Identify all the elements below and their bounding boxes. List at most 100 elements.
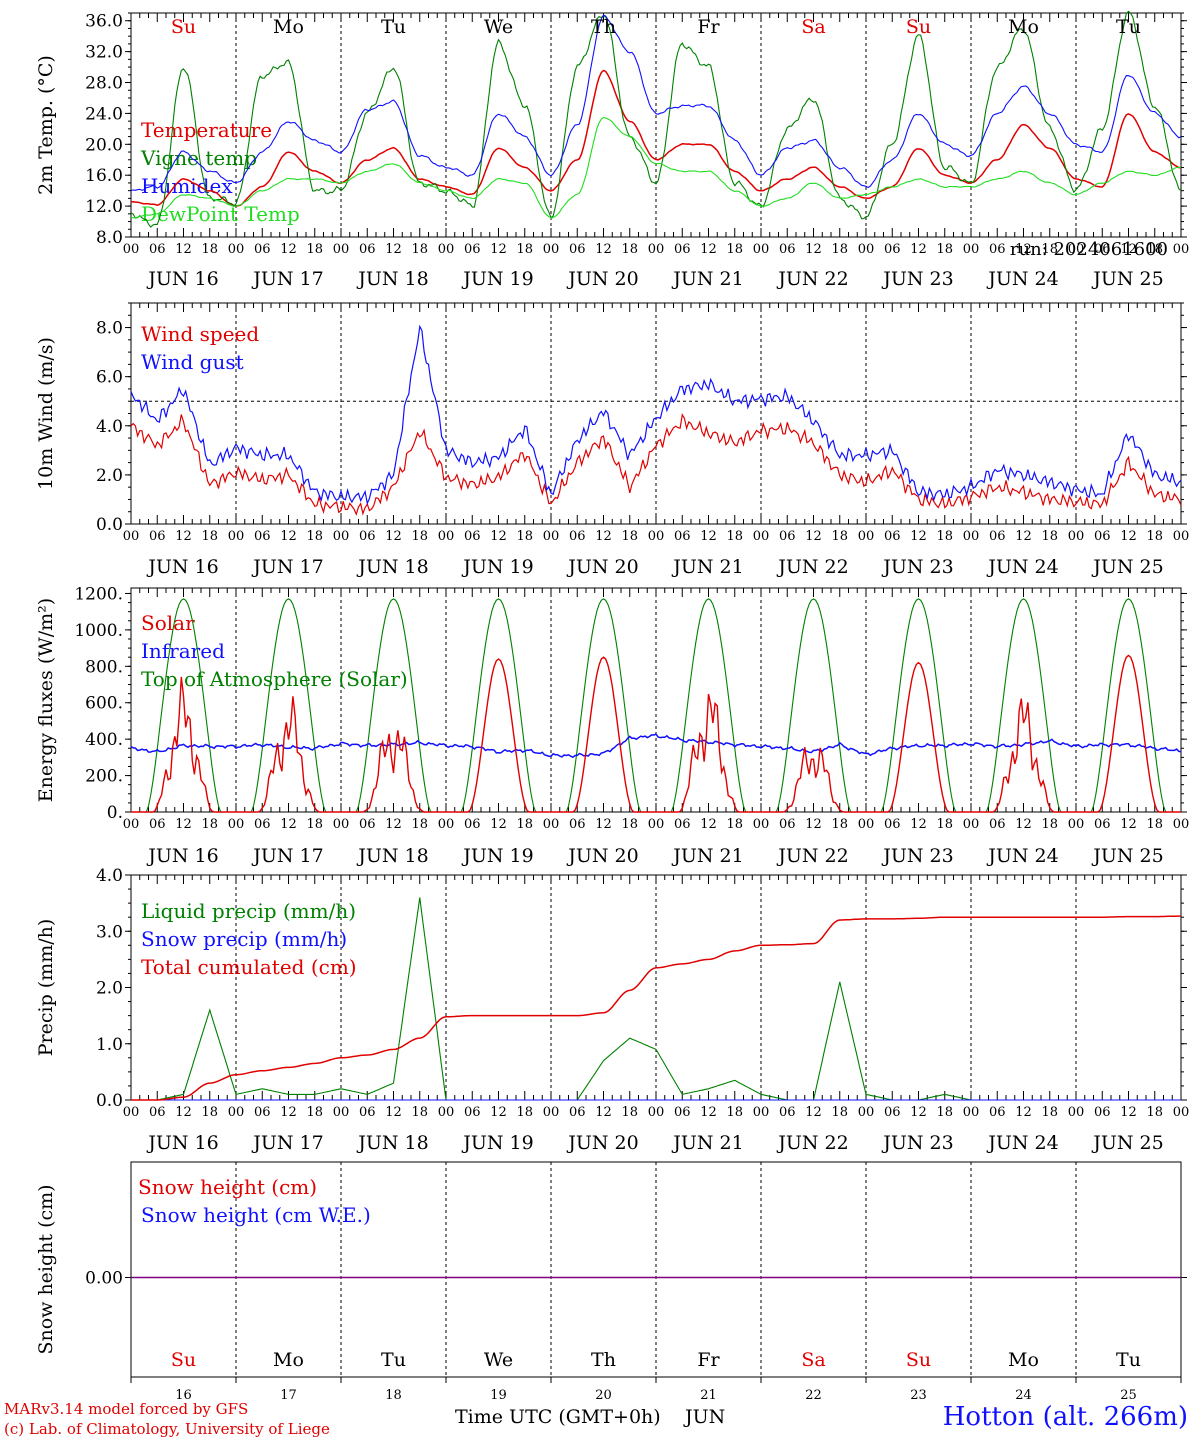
hour-tick-label: 06	[674, 529, 691, 544]
hour-tick-label: 06	[254, 817, 271, 832]
day-date-label: JUN 20	[566, 1132, 638, 1154]
hour-tick-label: 00	[1068, 1105, 1085, 1120]
weekday-label-top: Sa	[801, 16, 825, 38]
y-tick-label: 0.0	[96, 515, 123, 535]
weekday-label-bottom: Sa	[801, 1349, 825, 1371]
day-date-label: JUN 19	[461, 845, 533, 867]
hour-tick-label: 00	[228, 1105, 245, 1120]
day-date-label: JUN 17	[251, 1132, 323, 1154]
legend-entry: Total cumulated (cm)	[141, 955, 357, 979]
y-tick-label: 1200.	[74, 584, 123, 604]
hour-tick-label: 18	[516, 242, 533, 257]
day-number-label: 18	[385, 1388, 402, 1403]
day-date-label: JUN 17	[251, 268, 323, 290]
month-label: JUN	[685, 1406, 726, 1428]
hour-tick-label: 00	[648, 529, 665, 544]
weekday-label-top: Su	[171, 16, 196, 38]
day-date-label: JUN 16	[146, 1132, 218, 1154]
y-tick-label: 1000.	[74, 621, 123, 641]
legend-entry: Temperature	[141, 118, 272, 142]
series-line-dewpoint-temp	[130, 116, 1182, 219]
x-axis-title: Time UTC (GMT+0h)	[455, 1406, 661, 1428]
hour-tick-label: 06	[464, 817, 481, 832]
hour-tick-label: 00	[753, 817, 770, 832]
weekday-label-bottom: Mo	[273, 1349, 304, 1371]
y-tick-label: 0.	[107, 803, 123, 823]
weekday-label-top: Tu	[1116, 16, 1141, 38]
hour-tick-label: 06	[254, 529, 271, 544]
hour-tick-label: 00	[438, 1105, 455, 1120]
hour-tick-label: 06	[149, 242, 166, 257]
hour-tick-label: 06	[254, 242, 271, 257]
y-axis-label: Snow height (cm)	[35, 1184, 57, 1354]
hour-tick-label: 00	[963, 242, 980, 257]
hour-tick-label: 06	[464, 242, 481, 257]
legend-entry: Solar	[141, 611, 195, 635]
hour-tick-label: 06	[674, 1105, 691, 1120]
day-date-label: JUN 25	[1091, 268, 1163, 290]
hour-tick-label: 00	[333, 242, 350, 257]
weekday-label-bottom: Th	[591, 1349, 616, 1371]
series-line-wind-gust	[130, 324, 1182, 506]
series-line-humidex	[130, 14, 1182, 192]
hour-tick-label: 06	[569, 817, 586, 832]
hour-tick-label: 12	[1015, 1105, 1032, 1120]
hour-tick-label: 12	[385, 242, 402, 257]
hour-tick-label: 06	[1094, 529, 1111, 544]
day-date-label: JUN 21	[671, 845, 743, 867]
y-axis-label: Energy fluxes (W/m²)	[35, 598, 57, 802]
panel-4: 00 06 12 18 00 06 12 18 00 06 12 18 00 06 12 18 00 06 12 18…	[35, 866, 1189, 1154]
day-date-label: JUN 16	[146, 556, 218, 578]
hour-tick-label: 18	[411, 1105, 428, 1120]
day-number-label: 25	[1120, 1388, 1137, 1403]
y-tick-label: 4.0	[96, 866, 123, 886]
hour-tick-label: 06	[884, 529, 901, 544]
day-date-label: JUN 20	[566, 556, 638, 578]
hour-tick-label: 00	[858, 529, 875, 544]
hour-tick-label: 12	[910, 1105, 927, 1120]
day-date-label: JUN 25	[1091, 1132, 1163, 1154]
hour-tick-label: 00	[1173, 1105, 1190, 1120]
hour-tick-label: 06	[1094, 817, 1111, 832]
hour-tick-label: 18	[516, 529, 533, 544]
day-number-label: 20	[595, 1388, 612, 1403]
hour-tick-label: 00	[1068, 529, 1085, 544]
day-date-label: JUN 21	[671, 1132, 743, 1154]
hour-tick-label: 12	[805, 242, 822, 257]
hour-tick-label: 18	[1146, 817, 1163, 832]
hour-tick-label: 06	[674, 817, 691, 832]
weekday-label-bottom: Su	[171, 1349, 196, 1371]
panel-1: 00 06 12 18 00 06 12 18 00 06 12 18 00 06 12 18 00 06 12 18…	[35, 10, 1189, 290]
hour-tick-label: 12	[700, 1105, 717, 1120]
hour-tick-label: 18	[831, 529, 848, 544]
day-number-label: 24	[1015, 1388, 1032, 1403]
y-tick-label: 800.	[85, 657, 123, 677]
day-date-label: JUN 22	[776, 1132, 848, 1154]
weekday-label-top: Su	[906, 16, 931, 38]
day-date-label: JUN 17	[251, 556, 323, 578]
y-tick-label: 8.0	[96, 319, 123, 339]
day-number-label: 22	[805, 1388, 822, 1403]
hour-tick-label: 00	[543, 817, 560, 832]
weekday-label-top: Mo	[1008, 16, 1039, 38]
day-date-label: JUN 23	[881, 268, 953, 290]
hour-tick-label: 18	[411, 817, 428, 832]
hour-tick-label: 12	[1015, 242, 1032, 257]
weekday-label-top: We	[484, 16, 513, 38]
series-line-vigne-temp	[130, 10, 1182, 228]
hour-tick-label: 12	[385, 817, 402, 832]
legend-entry: Liquid precip (mm/h)	[141, 899, 356, 923]
panel-5: Snow height (cm) Snow height (cm) Snow hei…	[35, 1161, 1187, 1403]
legend-entry: Snow precip (mm/h)	[141, 927, 347, 951]
hour-tick-label: 18	[1041, 242, 1058, 257]
hour-tick-label: 18	[936, 242, 953, 257]
y-tick-label: 24.0	[85, 104, 123, 124]
y-axis-label: 10m Wind (m/s)	[35, 337, 57, 490]
hour-tick-label: 06	[884, 817, 901, 832]
y-tick-label: 32.0	[85, 43, 123, 63]
hour-tick-label: 18	[1041, 817, 1058, 832]
hour-tick-label: 12	[280, 242, 297, 257]
hour-tick-label: 00	[333, 529, 350, 544]
hour-tick-label: 06	[1094, 242, 1111, 257]
hour-tick-label: 06	[569, 529, 586, 544]
